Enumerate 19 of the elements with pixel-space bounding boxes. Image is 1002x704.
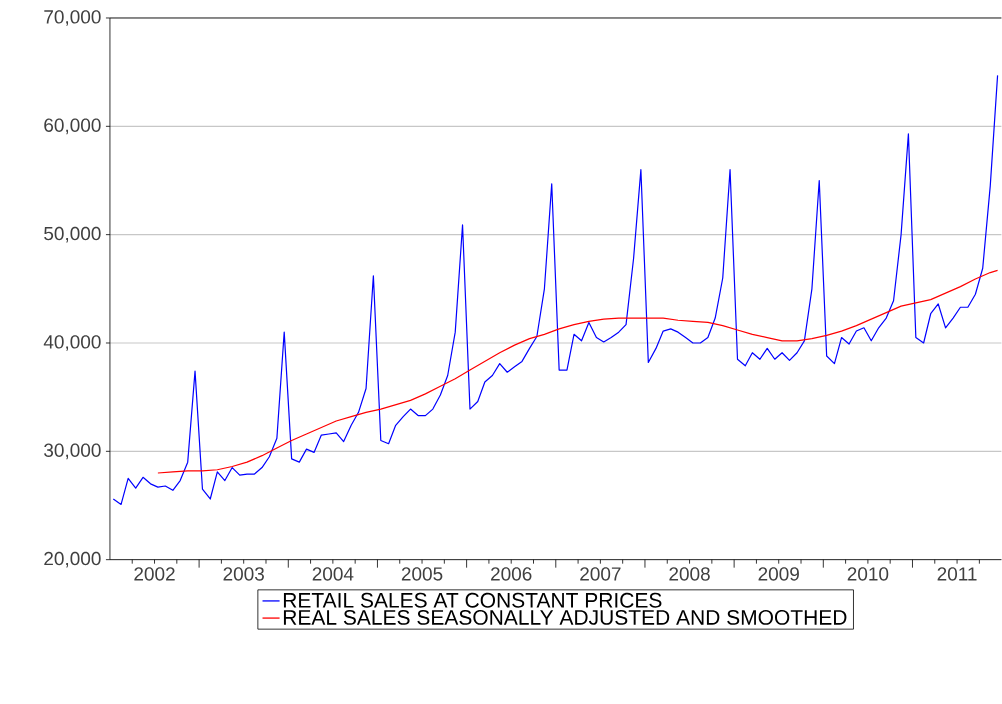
y-tick-label: 30,000 <box>44 443 101 460</box>
x-tick-label: 2006 <box>491 567 532 581</box>
y-tick-label: 70,000 <box>44 10 101 27</box>
legend-label: RETAIL SALES AT CONSTANT PRICES <box>283 593 662 608</box>
x-tick-label: 2010 <box>847 567 889 581</box>
x-tick-label: 2007 <box>580 567 621 581</box>
line-series <box>112 75 999 506</box>
x-tick-label: 2008 <box>669 567 710 581</box>
x-tick-label: 2004 <box>312 567 354 581</box>
x-tick-label: 2002 <box>134 567 175 581</box>
x-tick-label: 2011 <box>937 567 977 581</box>
y-tick-label: 60,000 <box>44 118 101 135</box>
y-tick-label: 20,000 <box>44 552 101 568</box>
y-tick-label: 40,000 <box>43 335 101 352</box>
y-tick-label: 50,000 <box>44 227 101 243</box>
legend-label: REAL SALES SEASONALLY ADJUSTED AND SMOOTHED <box>283 610 847 626</box>
x-tick-label: 2009 <box>758 567 799 581</box>
x-tick-label: 2005 <box>401 567 443 581</box>
x-tick-label: 2003 <box>223 567 264 581</box>
